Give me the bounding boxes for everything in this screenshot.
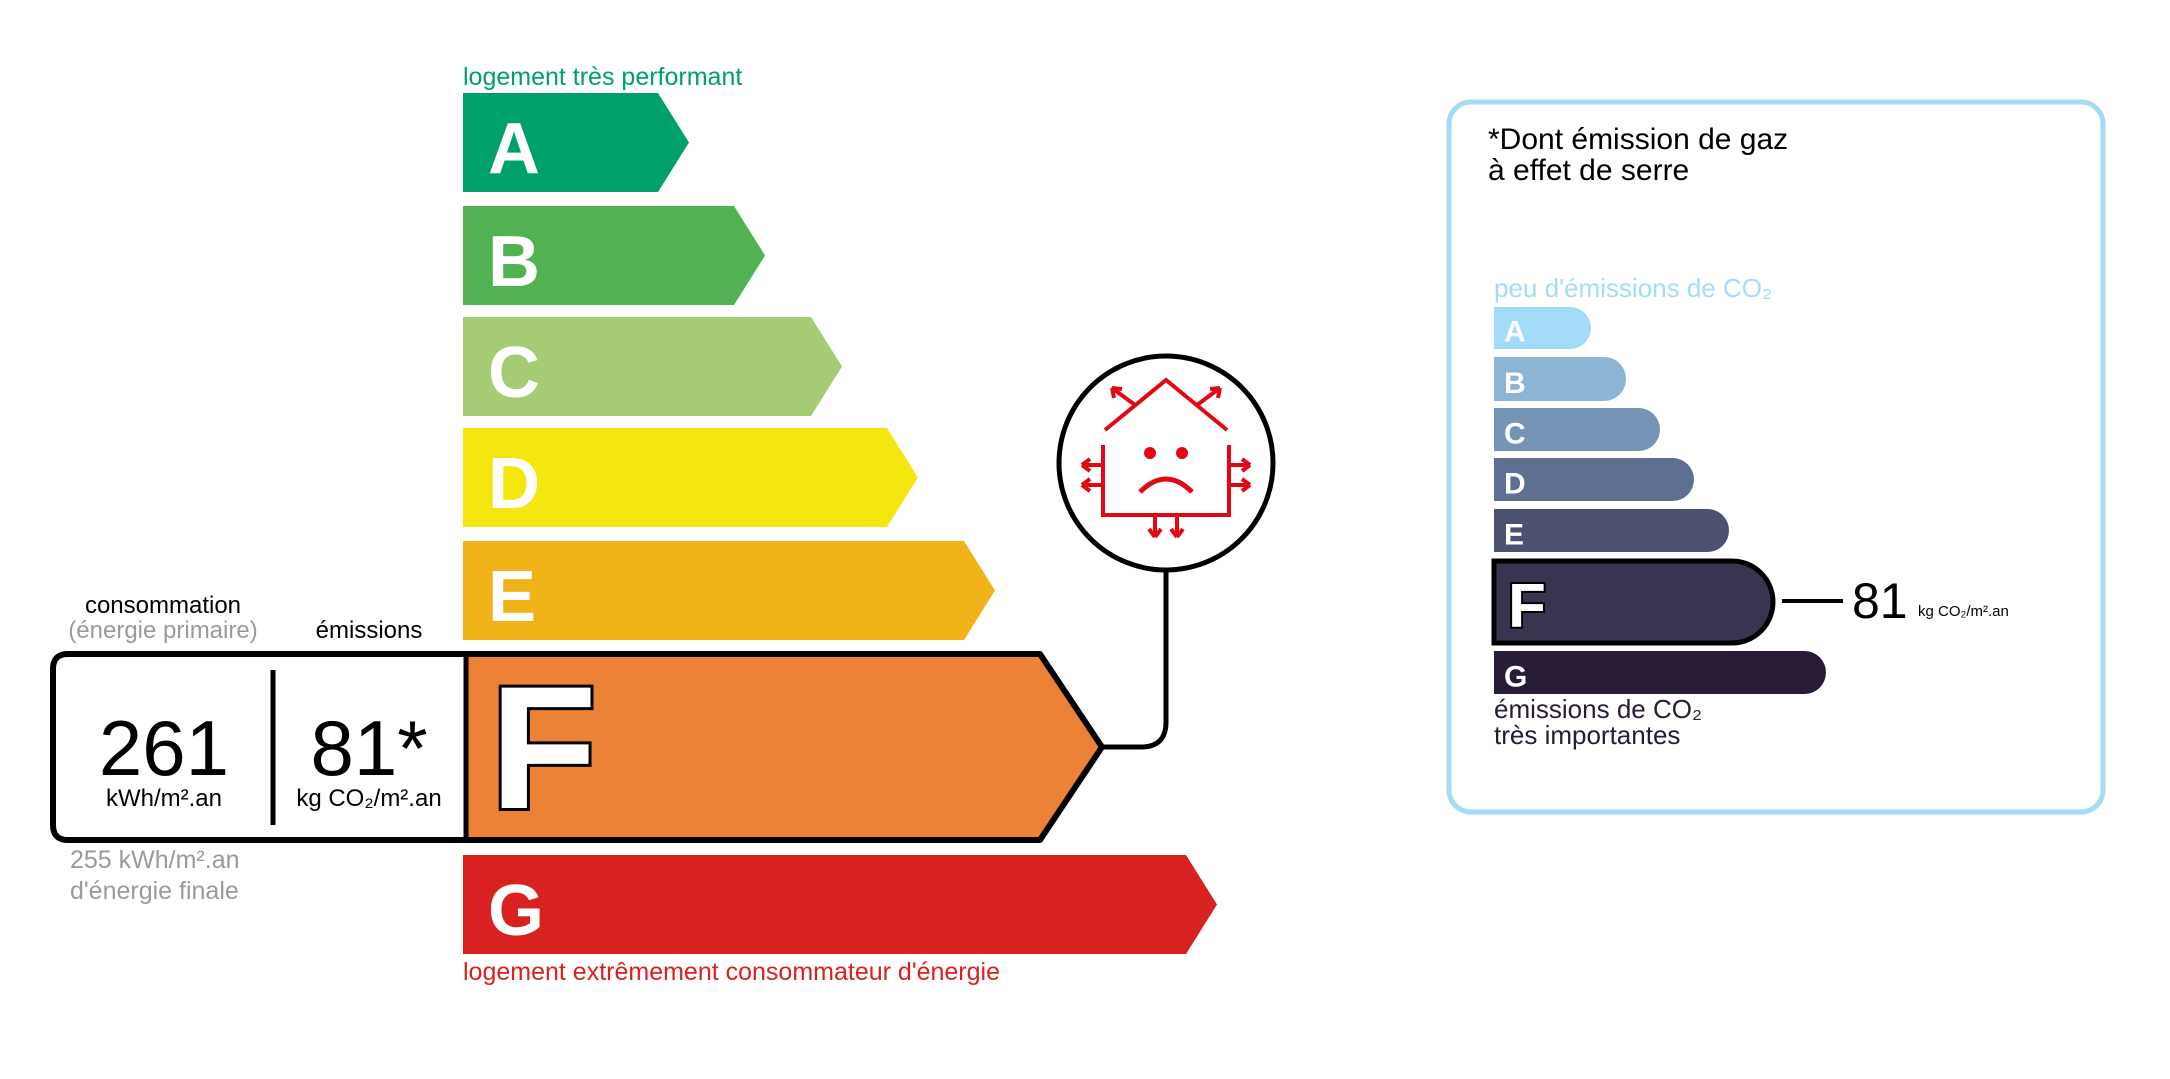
energy-bar-g — [463, 855, 1217, 954]
consumption-subheader: (énergie primaire) — [68, 617, 257, 644]
consumption-unit: kWh/m².an — [106, 785, 222, 812]
ghg-bar-letter-e: E — [1504, 518, 1524, 551]
ghg-bar-a — [1494, 307, 1591, 349]
energy-bar-e — [463, 541, 995, 640]
final-energy-line2: d'énergie finale — [70, 877, 239, 905]
ghg-bar-f — [1491, 558, 1776, 646]
ghg-bar-letter-b: B — [1504, 367, 1526, 400]
energy-bar-b — [463, 206, 765, 305]
ghg-bar-letter-c: C — [1504, 417, 1526, 450]
ghg-value: 81 — [1852, 573, 1908, 629]
ghg-bar-letter-f: F — [1508, 572, 1546, 641]
energy-top-label: logement très performant — [463, 63, 742, 91]
consumption-header: consommation — [85, 592, 241, 619]
energy-bar-c — [463, 317, 842, 416]
energy-bar-letter-c: C — [488, 333, 540, 413]
ghg-bar-letter-d: D — [1504, 467, 1526, 500]
energy-bar-letter-a: A — [488, 109, 540, 189]
ghg-bar-letter-g: G — [1504, 660, 1527, 693]
emissions-unit: kg CO₂/m².an — [296, 785, 441, 812]
ghg-bottom-label-line1: émissions de CO₂ — [1494, 694, 1702, 724]
final-energy-line1: 255 kWh/m².an — [70, 846, 240, 874]
ghg-bar-c — [1494, 408, 1660, 451]
energy-bar-a — [463, 93, 689, 192]
energy-bar-letter-d: D — [488, 444, 540, 524]
energy-bar-d — [463, 428, 918, 527]
energy-bar-letter-e: E — [488, 557, 536, 637]
ghg-bar-e — [1494, 509, 1729, 552]
energy-bar-letter-g: G — [488, 871, 544, 951]
energy-current-letter: F — [490, 651, 597, 846]
ghg-title-line2: à effet de serre — [1488, 154, 1689, 187]
icon-connector — [1102, 570, 1169, 750]
ghg-bar-g — [1494, 651, 1826, 694]
energy-bottom-label: logement extrêmement consommateur d'éner… — [463, 958, 1000, 986]
emissions-value: 81* — [310, 704, 427, 792]
energy-bar-letter-b: B — [488, 222, 540, 302]
energy-bar-current — [466, 654, 1102, 840]
ghg-unit: kg CO₂/m².an — [1918, 603, 2009, 620]
ghg-top-label: peu d'émissions de CO₂ — [1494, 273, 1772, 303]
emissions-header: émissions — [316, 617, 423, 644]
energy-current-outline — [50, 651, 1105, 843]
ghg-title-line1: *Dont émission de gaz — [1488, 123, 1788, 156]
consumption-value: 261 — [99, 704, 229, 792]
house-sad-face-heat-loss-icon — [1080, 377, 1252, 539]
ghg-bottom-label-line2: très importantes — [1494, 720, 1680, 750]
ghg-bar-b — [1494, 357, 1626, 401]
ghg-bar-d — [1494, 458, 1694, 501]
ghg-bar-letter-a: A — [1504, 315, 1526, 348]
